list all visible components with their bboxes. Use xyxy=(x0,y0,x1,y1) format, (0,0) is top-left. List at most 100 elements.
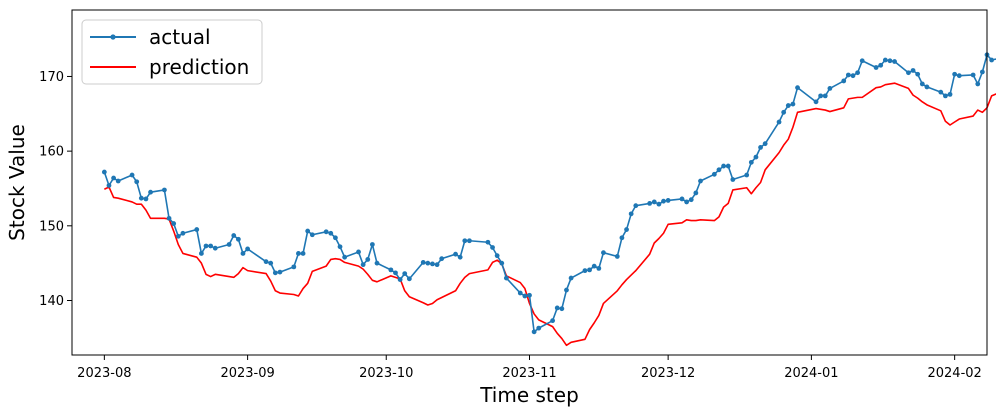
x-axis-ticks: 2023-08 2023-09 2023-10 2023-11 2023-12 2024-… xyxy=(77,355,982,381)
x-tick-label: 2023-10 xyxy=(359,366,413,381)
data-point-actual xyxy=(356,249,361,255)
data-point-actual xyxy=(300,251,306,256)
data-point-actual xyxy=(402,271,408,276)
data-point-actual xyxy=(115,178,121,184)
x-tick-label: 2023-09 xyxy=(220,366,274,381)
data-point-actual xyxy=(651,199,657,205)
data-point-actual xyxy=(272,270,278,276)
data-point-actual xyxy=(910,68,916,73)
data-point-actual xyxy=(365,257,371,262)
series-actual xyxy=(101,52,996,335)
data-point-actual xyxy=(499,260,505,266)
y-axis-ticks: 140 150 160 170 xyxy=(39,70,72,309)
data-point-actual xyxy=(725,163,731,169)
data-point-actual xyxy=(688,197,694,203)
data-point-actual xyxy=(979,69,985,75)
data-point-actual xyxy=(453,251,458,257)
data-point-actual xyxy=(235,236,241,242)
legend-marker-actual xyxy=(110,34,116,40)
data-point-actual xyxy=(143,196,149,202)
data-point-actual xyxy=(818,93,824,99)
data-point-actual xyxy=(684,199,690,205)
data-point-actual xyxy=(795,85,800,91)
data-point-actual xyxy=(744,172,750,178)
data-point-actual xyxy=(212,245,218,251)
series-prediction xyxy=(104,82,996,347)
data-point-actual xyxy=(328,230,334,236)
y-axis-label: Stock Value xyxy=(5,124,29,241)
data-point-actual xyxy=(439,256,445,262)
legend-label-prediction: prediction xyxy=(149,55,249,79)
data-point-actual xyxy=(240,251,246,256)
data-point-actual xyxy=(503,275,509,281)
data-point-actual xyxy=(711,171,717,177)
data-point-actual xyxy=(827,86,833,91)
data-point-actual xyxy=(906,70,911,76)
data-point-actual xyxy=(434,262,440,268)
data-point-actual xyxy=(924,84,930,90)
data-point-actual xyxy=(647,201,653,206)
data-point-actual xyxy=(296,251,301,256)
data-point-actual xyxy=(374,260,380,266)
legend-label-actual: actual xyxy=(149,25,211,49)
data-point-actual xyxy=(554,305,560,311)
x-tick-label: 2024-01 xyxy=(784,366,838,381)
x-tick-label: 2023-12 xyxy=(641,366,695,381)
data-point-actual xyxy=(785,103,791,108)
data-point-actual xyxy=(892,59,897,64)
data-point-actual xyxy=(878,62,884,68)
data-point-actual xyxy=(245,246,251,252)
data-point-actual xyxy=(101,169,107,175)
data-point-actual xyxy=(790,101,796,107)
data-point-actual xyxy=(970,72,976,78)
x-axis-label: Time step xyxy=(479,383,579,407)
data-point-actual xyxy=(601,250,606,256)
data-point-actual xyxy=(762,141,768,147)
data-point-actual xyxy=(628,211,634,217)
data-point-actual xyxy=(342,254,348,260)
data-point-actual xyxy=(531,329,537,335)
data-point-actual xyxy=(467,238,472,244)
data-point-actual xyxy=(656,201,662,207)
data-point-actual xyxy=(360,262,366,268)
data-point-actual xyxy=(758,145,763,150)
data-point-actual xyxy=(582,268,588,274)
data-point-actual xyxy=(550,318,556,324)
data-point-actual xyxy=(943,93,948,99)
data-point-actual xyxy=(106,183,112,188)
data-point-actual xyxy=(425,260,431,266)
data-point-actual xyxy=(194,227,200,232)
data-point-actual xyxy=(855,70,861,76)
data-point-actual xyxy=(138,195,144,201)
data-point-actual xyxy=(919,81,925,87)
x-tick-label: 2023-08 xyxy=(77,366,131,381)
data-point-actual xyxy=(536,325,542,331)
data-point-actual xyxy=(822,93,828,99)
data-point-actual xyxy=(430,261,435,267)
data-point-actual xyxy=(111,175,116,181)
legend: actual prediction xyxy=(81,19,263,85)
data-point-actual xyxy=(305,228,311,234)
data-point-actual xyxy=(406,276,412,282)
data-point-actual xyxy=(420,260,426,265)
data-point-actual xyxy=(938,89,944,95)
data-point-actual xyxy=(956,73,962,79)
data-point-actual xyxy=(873,65,879,70)
data-point-actual xyxy=(388,267,394,273)
data-point-actual xyxy=(568,275,574,281)
series-layer xyxy=(101,52,996,347)
data-point-actual xyxy=(393,270,398,276)
data-point-actual xyxy=(887,58,893,64)
data-point-actual xyxy=(129,172,135,178)
data-point-actual xyxy=(882,57,888,63)
y-tick-label: 160 xyxy=(39,145,64,160)
data-point-actual xyxy=(748,159,754,165)
data-point-actual xyxy=(175,233,181,239)
data-point-actual xyxy=(494,253,500,259)
data-point-actual xyxy=(721,163,726,169)
y-tick-label: 150 xyxy=(39,219,64,234)
data-point-actual xyxy=(291,264,297,270)
data-point-actual xyxy=(198,251,204,256)
